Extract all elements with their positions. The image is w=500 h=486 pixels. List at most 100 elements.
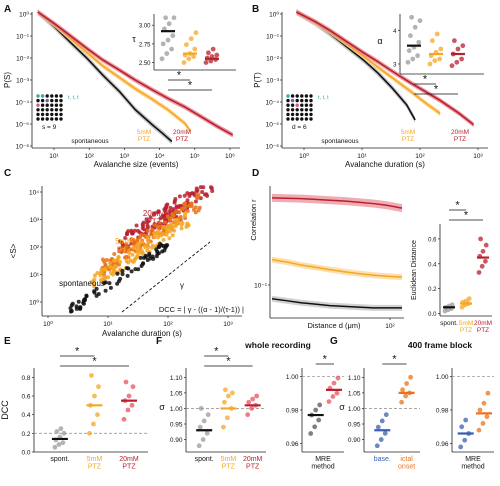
panel-C-point-0 (148, 215, 153, 220)
panel-C-point-1 (163, 220, 168, 225)
panel-G-right-group-0-point (458, 444, 464, 450)
panel-C-point-3 (154, 247, 159, 252)
panel-C-point-1 (145, 228, 150, 233)
panel-C-point-3 (94, 293, 99, 298)
panel-B-grid-dot (300, 117, 304, 121)
panel-G-left-x-label-1: ictal onset (398, 456, 415, 470)
panel-A-series-line-ptz20-band (37, 9, 233, 138)
panel-B-grid-dot (295, 98, 299, 103)
panel-A-inset-group-0-point (159, 56, 165, 62)
panel-F-right-group-0-point (316, 417, 322, 423)
panel-C-point-1 (112, 251, 117, 256)
panel-label-E: E (4, 336, 11, 347)
panel-C-point-0 (168, 205, 173, 210)
panel-A-inset-group-0-point (164, 51, 170, 56)
panel-F-left-x-label-0: spont. (195, 456, 214, 463)
panel-A-grid-dot (40, 103, 45, 107)
panel-C-point-0 (200, 189, 205, 194)
panel-A-inset-group-1-point (192, 46, 198, 52)
panel-A-grid-dot (40, 112, 45, 117)
panel-C-point-3 (94, 286, 99, 291)
panel-C-point-2 (118, 259, 123, 264)
panel-F-left-group-1-point (226, 393, 231, 399)
panel-C-y-tick-label: 10² (30, 245, 40, 252)
panel-A-x-tick-label: 10⁵ (190, 153, 200, 160)
panel-D-inset-group-2-point (483, 242, 489, 248)
panel-B-y-axis-label: P(T) (253, 72, 262, 88)
panel-A-grid-dot (36, 112, 40, 117)
panel-G-right-group-1-point (480, 421, 486, 426)
panel-B-grid-dot (309, 117, 313, 121)
panel-B-grid-dot (290, 94, 295, 98)
panel-C-point-3 (139, 264, 144, 269)
panel-B-x-tick-label: 10² (415, 153, 425, 160)
panel-C-point-1 (177, 210, 182, 215)
panel-C-point-1 (173, 209, 178, 214)
panel-C-point-0 (193, 199, 198, 204)
panel-A-grid-dot (45, 94, 49, 98)
panel-B-inset-group-2-point (449, 63, 455, 69)
panel-A-grid-dot (54, 117, 59, 121)
panel-C-point-3 (115, 271, 120, 276)
panel-A-grid-dot (54, 103, 59, 107)
panel-F-left-group-0-point (196, 443, 202, 449)
panel-A-grid-dot (50, 103, 54, 107)
panel-A-inset-group-2-point (214, 52, 220, 58)
panel-C-point-3 (69, 308, 74, 313)
panel-B-inset-group-0-point (415, 53, 420, 59)
panel-A-grid-dot (36, 103, 40, 107)
panel-C-point-0 (182, 193, 187, 198)
panel-A-inset-group-1-point (184, 42, 189, 48)
panel-C-point-1 (179, 206, 184, 211)
panel-C-point-0 (123, 235, 128, 240)
panel-B-series-line-ptz5-band (296, 9, 441, 116)
panel-C-point-0 (144, 217, 149, 222)
panel-D-inset-group-1-point (466, 296, 472, 301)
panel-C-point-2 (134, 243, 139, 248)
panel-G-left-y-tick-label: 0.90 (348, 437, 361, 444)
panel-G-right-group-1-point (485, 390, 491, 396)
panel-C-point-2 (134, 255, 139, 260)
panel-B-grid-dot (286, 94, 290, 98)
panel-C-point-2 (99, 277, 104, 282)
panel-F-right-x-label-0: MRE method (311, 456, 334, 470)
panel-B-inset-group-0-point (416, 39, 422, 45)
panel-C-point-2 (98, 273, 103, 278)
panel-B-ptz20-label: 20mM PTZ (451, 129, 469, 143)
panel-A-inset-sig-1-asterisk: * (177, 70, 182, 82)
panel-A-y-axis-label: P(S) (3, 72, 12, 88)
panel-B-inset-y-tick-label: 3 (393, 63, 397, 69)
panel-B-inset-group-0-point (406, 48, 412, 54)
panel-C-point-0 (173, 196, 178, 201)
panel-G-left-group-0-point (382, 430, 388, 436)
panel-D-y-axis-label: Correlation r (249, 199, 258, 241)
panel-E-y-tick-label: 0.8 (21, 375, 30, 382)
panel-A-inset-y-tick-label: 2.75 (139, 42, 151, 48)
panel-C-point-3 (78, 305, 83, 310)
panel-D-inset-sig-2-asterisk: * (464, 210, 469, 222)
panel-C-ptz20-label: 20mM PTZ (143, 209, 166, 226)
panel-F-left-group-1-point (230, 390, 235, 396)
panel-D-y-tick-label: 10⁻¹ (254, 283, 268, 290)
panel-B-y-tick-label: 10⁻⁵ (266, 122, 280, 129)
panel-B-inset-group-1-point (427, 61, 433, 67)
panel-C-ptz5-label: 5mM PTZ (115, 237, 133, 254)
panel-B-grid-dot (300, 112, 304, 117)
panel-B-grid-dot (295, 94, 299, 98)
panel-C-point-0 (163, 206, 168, 211)
panel-A-grid-dot (50, 94, 54, 98)
panel-E-group-1-point (95, 412, 100, 418)
panel-D-inset-group-2-point (476, 270, 482, 275)
panel-B-inset-group-0-point (408, 33, 413, 39)
panel-C-point-1 (126, 255, 131, 260)
panel-C-y-tick-label: 10¹ (30, 272, 40, 279)
panel-E-sig-1-asterisk: * (75, 346, 80, 358)
panel-B-inset-group-0-point (409, 14, 414, 20)
panel-C-point-3 (147, 253, 152, 258)
panel-F-right-group-1-point (331, 380, 337, 386)
panel-A-x-tick-label: 10¹ (49, 153, 59, 160)
panel-B-ptz5-label: 5mM PTZ (401, 129, 415, 143)
panel-C-point-2 (108, 270, 113, 275)
panel-C-point-2 (156, 228, 161, 233)
